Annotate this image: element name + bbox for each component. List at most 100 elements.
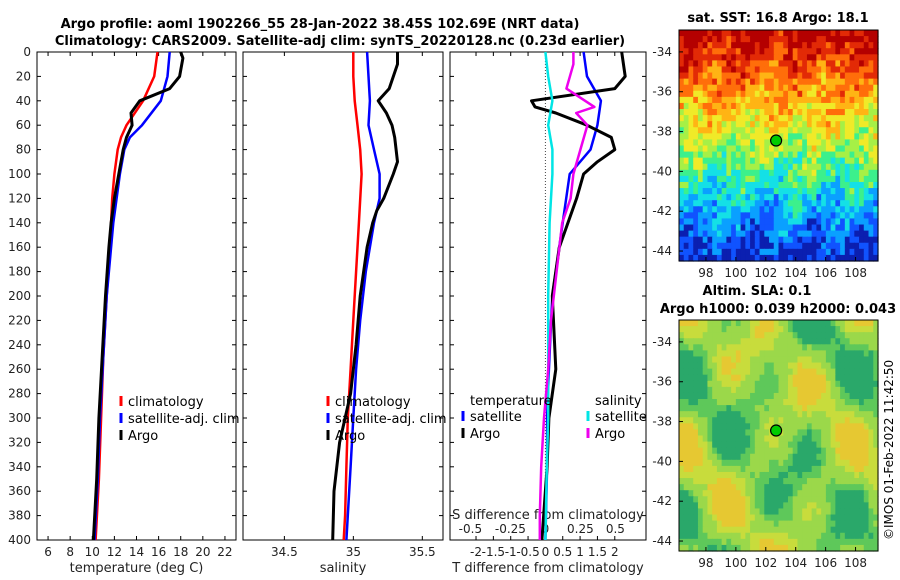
sla-map-cell (688, 374, 694, 382)
sst-map-cell (769, 181, 775, 189)
depth-tick-label: 320 (8, 435, 31, 449)
sla-map-cell (750, 520, 756, 528)
sst-map-cell (873, 121, 879, 128)
sst-map-cell (821, 236, 827, 244)
sst-map-cell (688, 151, 694, 159)
sla-map-cell (821, 429, 827, 437)
sst-map-cell (773, 236, 780, 244)
sla-map-cell (783, 435, 789, 443)
sla-map-cell (750, 514, 756, 522)
sla-map-cell (797, 526, 803, 534)
sst-map-cell (769, 224, 775, 232)
sla-map-cell (806, 362, 813, 370)
sla-map-cell (859, 532, 865, 540)
sst-map-cell (773, 121, 780, 128)
sla-map-cell (750, 508, 756, 516)
sst-map-cell (806, 102, 813, 110)
sst-map-cell (816, 212, 822, 220)
sst-map-cell (745, 206, 751, 213)
sst-map-cell (868, 133, 874, 141)
sla-map-cell (778, 538, 784, 546)
sla-map-cell (721, 326, 727, 333)
sla-map-cell (740, 429, 746, 437)
sla-map-cell (702, 423, 709, 431)
sst-map-cell (707, 236, 713, 244)
sla-map-cell (783, 411, 789, 418)
sst-map-cell (721, 224, 727, 232)
sst-map-cell (792, 218, 799, 226)
sla-map-cell (806, 423, 813, 431)
sst-map-cell (712, 133, 718, 141)
sla-map-cell (859, 459, 865, 467)
sla-map-cell (844, 496, 851, 503)
sla-map-cell (787, 478, 794, 485)
sst-map-cell (873, 133, 879, 141)
sla-map-cell (792, 392, 799, 400)
sla-map-cell (769, 350, 775, 358)
sla-map-cell (688, 344, 694, 351)
sla-map-cell (754, 465, 761, 473)
sla-map-cell (806, 502, 813, 510)
sla-map-cell (716, 386, 723, 394)
sst-map-cell (859, 127, 865, 134)
sla-map-cell (868, 320, 874, 327)
sla-map-cell (764, 478, 770, 485)
sla-map-cell (697, 453, 704, 461)
sla-map-cell (707, 380, 713, 388)
sla-map-cell (811, 338, 818, 345)
sla-map-cell (783, 520, 789, 528)
sst-map-cell (816, 84, 822, 92)
sst-map-cell (759, 254, 765, 262)
sla-map-cell (778, 447, 784, 455)
sla-map-cell (697, 496, 704, 503)
sst-map-cell (716, 206, 723, 213)
sla-map-cell (792, 423, 799, 431)
sla-map-cell (873, 332, 879, 339)
sla-map-cell (821, 465, 827, 473)
sla-map-cell (702, 453, 709, 461)
sla-map-cell (806, 417, 813, 424)
sst-map-cell (683, 90, 690, 98)
sla-map-cell (825, 502, 832, 510)
sst-map-cell (811, 169, 818, 177)
sst-map-cell (844, 54, 851, 61)
sst-map-cell (816, 254, 822, 262)
sla-map-cell (797, 368, 803, 376)
sst-map-cell (716, 194, 723, 201)
sst-map-cell (740, 48, 746, 55)
sla-map-cell (854, 544, 860, 552)
sst-map-cell (726, 42, 732, 49)
sla-map-cell (821, 478, 827, 485)
sst-x-tick-label: 104 (784, 266, 807, 280)
sst-map-cell (802, 145, 808, 153)
sst-map-cell (716, 169, 723, 177)
sla-map-cell (773, 478, 780, 485)
sla-map-cell (825, 417, 832, 424)
sla-map-cell (740, 362, 746, 370)
sst-map-cell (787, 90, 794, 98)
sla-map-cell (731, 423, 737, 431)
sla-map-cell (688, 320, 694, 327)
sla-map-cell (707, 386, 713, 394)
sla-map-cell (787, 429, 794, 437)
sst-map-cell (740, 206, 746, 213)
sst-map-cell (825, 121, 832, 128)
sla-map-cell (726, 350, 732, 358)
sst-map-cell (806, 212, 813, 220)
sst-map-cell (726, 194, 732, 201)
sla-map-cell (712, 502, 718, 510)
sst-map-cell (745, 212, 751, 220)
sst-map-cell (702, 48, 709, 55)
sst-map-cell (716, 121, 723, 128)
sst-map-cell (868, 194, 874, 201)
sla-map-cell (854, 435, 860, 443)
sla-map-cell (716, 368, 723, 376)
sla-map-cell (811, 435, 818, 443)
sla-map-cell (726, 399, 732, 406)
sst-map-cell (787, 96, 794, 104)
sst-map-cell (735, 236, 742, 244)
sst-map-cell (863, 200, 870, 207)
sst-map-cell (783, 48, 789, 55)
sst-map-cell (707, 145, 713, 153)
sla-map-cell (821, 362, 827, 370)
